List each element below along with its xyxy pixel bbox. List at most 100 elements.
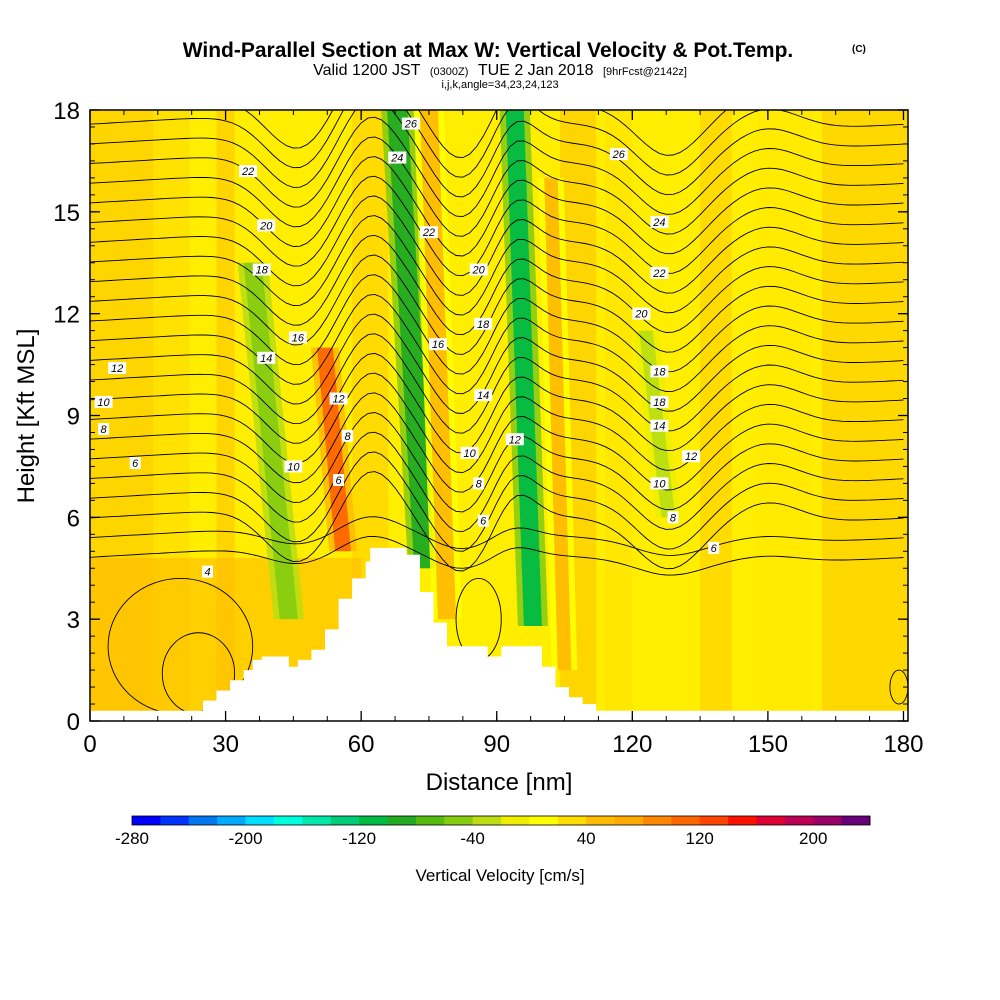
contour-label: 10 [463, 448, 476, 460]
contour-label: 18 [256, 265, 269, 277]
contour-label: 26 [404, 119, 418, 131]
colorbar-swatch [557, 816, 587, 825]
contour-label-box [388, 151, 407, 164]
isentrope-line [90, 110, 904, 178]
contour-label: 10 [97, 397, 110, 409]
contour-label: 12 [111, 363, 123, 375]
chart-subtitle: Valid 1200 JST (0300Z) TUE 2 Jan 2018 [9… [313, 62, 687, 79]
updraft-plume [505, 110, 542, 626]
contour-label-box [108, 361, 127, 374]
isentrope-line [90, 535, 904, 576]
contour-label-box [469, 263, 488, 276]
contour-label-box [650, 419, 669, 432]
contour-label-box [329, 392, 348, 405]
contour-label-box [650, 216, 669, 229]
colorbar-swatch [642, 816, 672, 825]
colorbar-frame [131, 815, 871, 826]
colorbar-swatch [245, 816, 275, 825]
colorbar-swatch [273, 816, 303, 825]
colorbar-swatch [160, 816, 190, 825]
colorbar-swatch [302, 816, 332, 825]
x-tick-label: 120 [612, 731, 652, 758]
contour-label: 22 [241, 166, 254, 178]
contour-label: 26 [612, 149, 626, 161]
subtitle-forecast: [9hrFcst@2142z] [603, 66, 687, 78]
contour-label: 14 [477, 390, 489, 402]
colorbar-swatch [415, 816, 445, 825]
isentrope-line [90, 274, 904, 375]
colorbar-swatch [359, 816, 388, 825]
x-tick-label: 30 [212, 731, 239, 758]
subtitle-utc: (0300Z) [430, 66, 469, 78]
isentrope-line [90, 412, 904, 513]
contour-label: 24 [390, 153, 403, 165]
contour-label: 24 [652, 217, 665, 229]
contour-label-box [708, 541, 720, 554]
contour-label-box [202, 565, 214, 578]
isentrope-line [90, 372, 904, 474]
contour-label-box [474, 317, 493, 330]
contour-label-box [477, 514, 489, 527]
colorbar-label: Vertical Velocity [cm/s] [415, 866, 584, 885]
isentrope-line [90, 175, 904, 277]
isentrope-line [90, 293, 904, 395]
contour-label-box [419, 226, 438, 239]
background-band [758, 110, 814, 721]
updraft-plume [387, 110, 435, 569]
colorbar: -280 -200 -120 -40 40 120 200 [115, 815, 871, 848]
x-tick-label: 150 [748, 731, 788, 758]
y-tick-label: 15 [53, 200, 80, 227]
contour-label-box [505, 433, 524, 446]
contour-label: 18 [477, 319, 490, 331]
contour-labels: 26 26 24 24 22 22 22 20 20 20 18 18 18 18 16 16 14 14 14 12… [94, 117, 720, 579]
y-axis-label: Height [Kft MSL] [13, 329, 40, 504]
y-tick-label: 6 [67, 505, 80, 532]
y-tick-label: 0 [67, 709, 80, 736]
colorbar-swatch [586, 816, 616, 825]
y-tick-label: 12 [53, 302, 80, 329]
potential-temperature-contours [90, 110, 908, 715]
isentrope-line [90, 471, 904, 572]
background-band [822, 110, 908, 721]
updraft-plume [243, 262, 298, 620]
isentrope-line [90, 116, 904, 218]
contour-label: 20 [634, 309, 648, 321]
contour-label: 10 [287, 461, 300, 473]
contour-label-box [288, 331, 307, 344]
contour-label-box [257, 351, 276, 364]
subtitle-date: TUE 2 Jan 2018 [478, 62, 594, 79]
colorbar-swatch [671, 816, 701, 825]
colorbar-swatch [756, 816, 786, 825]
colorbar-swatch [188, 816, 218, 825]
isentrope-line [90, 254, 904, 355]
colorbar-swatch [472, 816, 502, 825]
contour-label-box [428, 338, 447, 351]
chart-title: Wind-Parallel Section at Max W: Vertical… [183, 39, 794, 62]
contour-label-box [650, 365, 669, 378]
colorbar-swatch [728, 816, 757, 825]
contour-label: 8 [345, 431, 352, 443]
contour-label-box [257, 219, 276, 232]
colorbar-tick-label: 200 [799, 829, 827, 848]
contour-label: 8 [100, 424, 107, 436]
contour-label-box [98, 423, 110, 436]
contour-label-box [252, 263, 271, 276]
contour-label: 12 [509, 434, 521, 446]
contour-label: 6 [711, 543, 718, 555]
colorbar-tick-label: 40 [577, 829, 596, 848]
contour-label: 12 [685, 451, 697, 463]
isentrope-line [90, 195, 904, 296]
isentrope-line [90, 156, 904, 257]
colorbar-tick-label: -40 [460, 829, 485, 848]
y-tick-label: 18 [53, 98, 80, 125]
contour-label-box [239, 165, 258, 178]
contour-label-box [609, 148, 628, 161]
contour-label: 14 [260, 353, 272, 365]
contour-label: 22 [652, 268, 665, 280]
section-params: i,j,k,angle=34,23,24,123 [441, 79, 558, 91]
colorbar-tick-label: -280 [115, 829, 149, 848]
contour-label-box [473, 477, 485, 490]
contour-label-box [333, 473, 345, 486]
contour-label: 6 [132, 458, 139, 470]
